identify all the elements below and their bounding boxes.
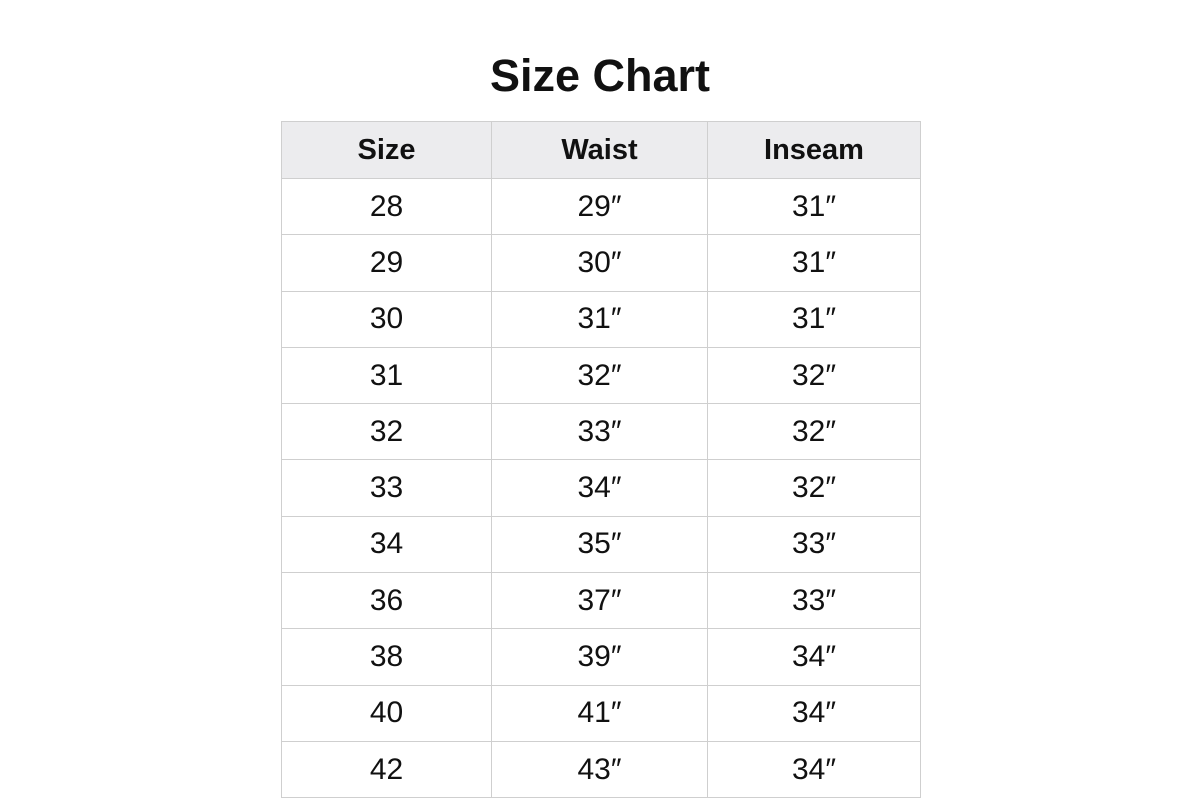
inseam-cell: 32″ xyxy=(707,346,921,405)
waist-cell: 39″ xyxy=(491,628,708,686)
inseam-cell: 31″ xyxy=(707,177,921,236)
waist-cell: 43″ xyxy=(491,740,708,799)
table-row: 28 29″ 31″ xyxy=(281,177,921,236)
page-title: Size Chart xyxy=(489,50,711,101)
inseam-cell: 33″ xyxy=(707,572,921,630)
table-row: 33 34″ 32″ xyxy=(281,459,921,517)
header-waist: Waist xyxy=(491,121,708,179)
inseam-cell: 33″ xyxy=(707,515,921,574)
table-row: 34 35″ 33″ xyxy=(281,515,921,574)
waist-cell: 29″ xyxy=(491,177,708,236)
size-cell: 40 xyxy=(281,684,492,742)
table-row: 42 43″ 34″ xyxy=(281,740,921,799)
table-row: 40 41″ 34″ xyxy=(281,684,921,742)
size-cell: 34 xyxy=(281,515,492,574)
size-cell: 42 xyxy=(281,740,492,799)
inseam-cell: 31″ xyxy=(707,290,921,348)
table-row: 30 31″ 31″ xyxy=(281,290,921,348)
waist-cell: 33″ xyxy=(491,403,708,461)
size-cell: 33 xyxy=(281,459,492,517)
header-size: Size xyxy=(281,121,492,179)
inseam-cell: 34″ xyxy=(707,628,921,686)
inseam-cell: 34″ xyxy=(707,740,921,799)
inseam-cell: 34″ xyxy=(707,684,921,742)
size-cell: 36 xyxy=(281,572,492,630)
size-cell: 38 xyxy=(281,628,492,686)
header-inseam: Inseam xyxy=(707,121,921,179)
table-row: 36 37″ 33″ xyxy=(281,572,921,630)
size-cell: 31 xyxy=(281,346,492,405)
waist-cell: 32″ xyxy=(491,346,708,405)
waist-cell: 41″ xyxy=(491,684,708,742)
table-header-row: Size Waist Inseam xyxy=(281,121,921,179)
size-chart-table: Size Waist Inseam 28 29″ 31″ 29 30″ 31″ 30 31″ 3… xyxy=(281,121,921,799)
waist-cell: 30″ xyxy=(491,234,708,292)
table-row: 38 39″ 34″ xyxy=(281,628,921,686)
size-cell: 30 xyxy=(281,290,492,348)
inseam-cell: 32″ xyxy=(707,459,921,517)
inseam-cell: 31″ xyxy=(707,234,921,292)
table-row: 32 33″ 32″ xyxy=(281,403,921,461)
waist-cell: 37″ xyxy=(491,572,708,630)
waist-cell: 31″ xyxy=(491,290,708,348)
inseam-cell: 32″ xyxy=(707,403,921,461)
size-cell: 28 xyxy=(281,177,492,236)
size-cell: 32 xyxy=(281,403,492,461)
table-body: 28 29″ 31″ 29 30″ 31″ 30 31″ 31″ 31 32″ 32″ 32 33″ 32″… xyxy=(281,177,921,799)
table-row: 29 30″ 31″ xyxy=(281,234,921,292)
size-cell: 29 xyxy=(281,234,492,292)
table-row: 31 32″ 32″ xyxy=(281,346,921,405)
waist-cell: 35″ xyxy=(491,515,708,574)
waist-cell: 34″ xyxy=(491,459,708,517)
